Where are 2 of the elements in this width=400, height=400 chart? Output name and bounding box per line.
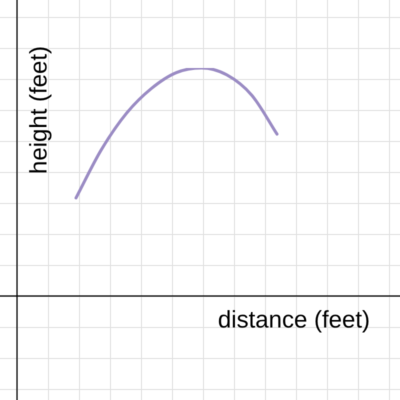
y-axis-title: height (feet) bbox=[26, 46, 53, 174]
x-axis-title: distance (feet) bbox=[218, 306, 370, 334]
